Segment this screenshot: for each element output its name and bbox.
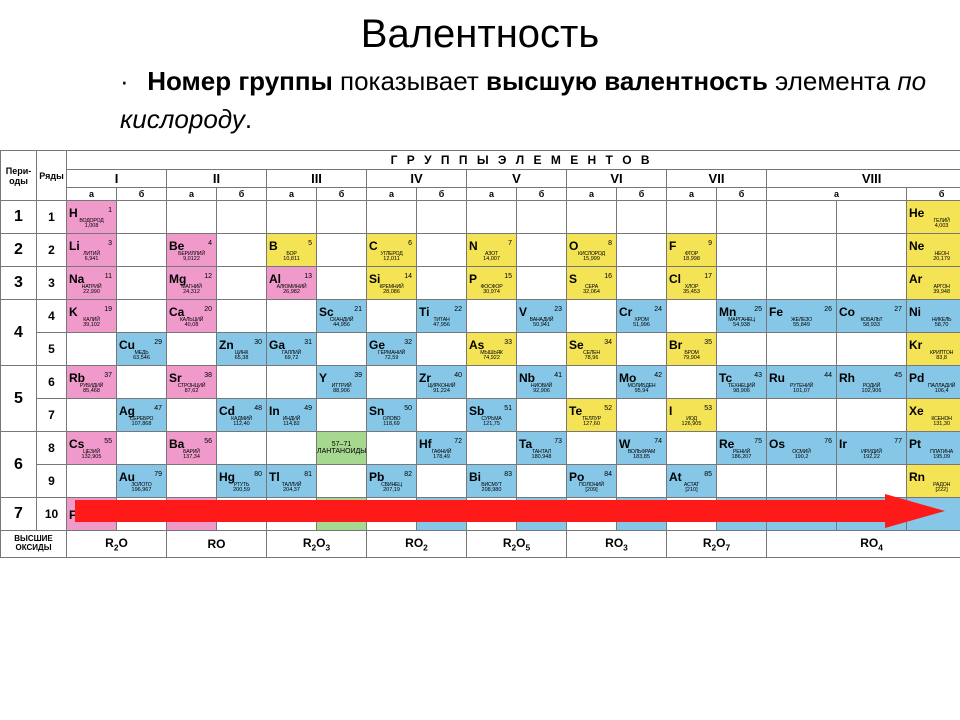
red-arrow (75, 494, 945, 528)
page-title: Валентность (0, 0, 960, 63)
periodic-table: Пери-одыРядыГ Р У П П Ы Э Л Е М Е Н Т О … (0, 150, 960, 558)
bullet-text: · Номер группы показывает высшую валентн… (0, 63, 960, 150)
